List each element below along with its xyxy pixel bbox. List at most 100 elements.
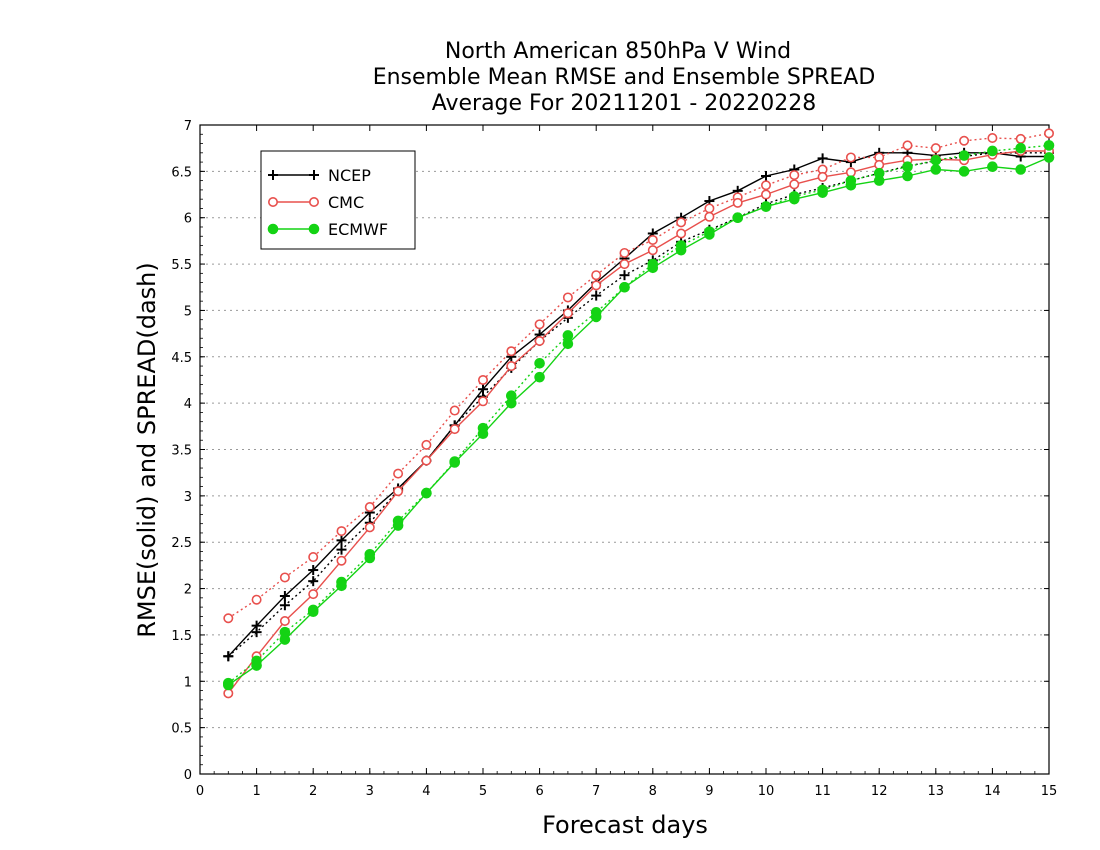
legend-marker-ecmwf bbox=[308, 223, 320, 235]
ecmwf-rmse-point bbox=[987, 161, 998, 173]
x-tick-label: 3 bbox=[366, 784, 374, 799]
ncep-rmse-point bbox=[223, 651, 234, 662]
x-tick-label: 7 bbox=[592, 784, 600, 799]
cmc-spread-point bbox=[506, 346, 517, 357]
x-tick-label: 12 bbox=[871, 784, 888, 799]
ecmwf-rmse-point bbox=[760, 201, 772, 212]
cmc-spread-point bbox=[760, 180, 771, 191]
cmc-spread-point bbox=[619, 247, 630, 258]
legend-marker-cmc bbox=[308, 197, 319, 208]
ecmwf-rmse-point bbox=[336, 580, 347, 592]
legend-marker-ncep bbox=[309, 170, 319, 180]
legend-marker-cmc bbox=[267, 197, 278, 208]
cmc-spread-point bbox=[704, 203, 715, 214]
y-axis-tick-labels: 0 0.5 1 1.5 2 2.5 3 3.5 4 4.5 5 5.5 6 6.5 7 bbox=[171, 119, 192, 783]
cmc-spread-point bbox=[477, 374, 488, 385]
x-tick-label: 9 bbox=[705, 784, 713, 799]
ecmwf-rmse-point bbox=[506, 397, 517, 409]
ecmwf-rmse-point bbox=[647, 262, 659, 274]
cmc-rmse-point bbox=[874, 159, 885, 170]
cmc-rmse-point bbox=[449, 424, 460, 435]
y-tick-label: 4 bbox=[184, 397, 192, 412]
ecmwf-rmse-point bbox=[1015, 164, 1027, 175]
chart-title-line-1: North American 850hPa V Wind bbox=[445, 39, 791, 64]
cmc-spread-point bbox=[534, 319, 545, 330]
legend-label-ecmwf: ECMWF bbox=[328, 220, 388, 239]
cmc-spread-point bbox=[421, 439, 432, 450]
cmc-rmse-point bbox=[223, 688, 234, 699]
y-tick-label: 7 bbox=[184, 119, 192, 134]
x-tick-label: 11 bbox=[814, 784, 831, 799]
axis-ticks bbox=[199, 124, 1050, 775]
ncep-spread-point bbox=[591, 290, 602, 301]
ecmwf-rmse-point bbox=[789, 193, 800, 205]
ncep-rmse-point bbox=[251, 620, 262, 631]
y-axis-title: RMSE(solid) and SPREAD(dash) bbox=[133, 262, 161, 638]
chart-title-line-3: Average For 20211201 - 20220228 bbox=[432, 91, 817, 116]
legend-entry-cmc: CMC bbox=[267, 193, 364, 212]
x-axis-tick-labels: 0 1 2 3 4 5 6 7 8 9 10 11 12 13 14 15 bbox=[196, 784, 1057, 799]
cmc-rmse-point bbox=[364, 522, 375, 533]
cmc-spread-point bbox=[1044, 128, 1055, 139]
legend-marker-ncep bbox=[268, 170, 278, 180]
x-tick-label: 13 bbox=[928, 784, 945, 799]
cmc-spread-point bbox=[562, 292, 573, 303]
y-tick-label: 2 bbox=[184, 583, 192, 598]
cmc-spread-point bbox=[845, 152, 856, 163]
ecmwf-rmse-point bbox=[590, 311, 602, 323]
cmc-spread-point bbox=[308, 552, 319, 563]
x-tick-label: 0 bbox=[196, 784, 204, 799]
legend-box bbox=[260, 150, 416, 250]
x-tick-label: 6 bbox=[535, 784, 543, 799]
cmc-rmse-point bbox=[676, 228, 687, 239]
cmc-spread-point bbox=[1015, 133, 1026, 144]
legend-label-cmc: CMC bbox=[328, 193, 364, 212]
cmc-spread-point bbox=[251, 594, 262, 605]
y-tick-label: 6 bbox=[184, 212, 192, 227]
cmc-spread-point bbox=[959, 135, 970, 146]
ecmwf-rmse-point bbox=[477, 428, 489, 440]
x-tick-label: 5 bbox=[479, 784, 487, 799]
cmc-rmse-point bbox=[789, 179, 800, 190]
x-tick-label: 8 bbox=[649, 784, 657, 799]
cmc-rmse-point bbox=[732, 197, 743, 208]
ecmwf-rmse-point bbox=[704, 229, 715, 240]
ecmwf-rmse-point bbox=[392, 520, 404, 531]
cmc-rmse-point bbox=[591, 280, 602, 291]
x-tick-label: 14 bbox=[984, 784, 1001, 799]
ecmwf-rmse-point bbox=[902, 170, 913, 182]
y-tick-label: 5 bbox=[184, 304, 192, 319]
y-tick-label: 0 bbox=[184, 768, 192, 783]
legend-entry-ncep: NCEP bbox=[268, 166, 371, 185]
cmc-spread-point bbox=[902, 140, 913, 151]
y-tick-label: 4.5 bbox=[171, 351, 192, 366]
y-tick-label: 0.5 bbox=[171, 722, 192, 737]
ncep-rmse-point bbox=[279, 590, 290, 601]
ecmwf-spread-point bbox=[987, 145, 998, 157]
ecmwf-spread-point bbox=[1043, 140, 1055, 151]
cmc-rmse-point bbox=[506, 361, 517, 372]
ncep-rmse-point bbox=[761, 170, 771, 181]
legend-entry-ecmwf: ECMWF bbox=[267, 220, 388, 239]
cmc-spread-point bbox=[336, 526, 347, 537]
ncep-spread-point bbox=[619, 270, 630, 281]
chart-title: North American 850hPa V Wind Ensemble Me… bbox=[373, 39, 876, 116]
series-layer bbox=[223, 128, 1055, 699]
cmc-spread-point bbox=[279, 572, 290, 583]
cmc-spread-point bbox=[987, 132, 998, 143]
chart-title-line-2: Ensemble Mean RMSE and Ensemble SPREAD bbox=[373, 65, 876, 90]
cmc-spread-point bbox=[223, 613, 234, 624]
x-tick-label: 1 bbox=[252, 784, 260, 799]
ecmwf-rmse-point bbox=[562, 338, 574, 350]
x-tick-label: 10 bbox=[758, 784, 775, 799]
ecmwf-spread-point bbox=[534, 357, 545, 369]
cmc-rmse-point bbox=[279, 616, 290, 627]
cmc-rmse-point bbox=[308, 589, 319, 600]
y-tick-label: 3 bbox=[184, 490, 192, 505]
ecmwf-rmse-point bbox=[675, 244, 687, 256]
ecmwf-rmse-point bbox=[845, 179, 857, 191]
legend-label-ncep: NCEP bbox=[328, 166, 371, 185]
cmc-rmse-point bbox=[845, 167, 856, 178]
ecmwf-spread-point bbox=[1015, 142, 1027, 154]
